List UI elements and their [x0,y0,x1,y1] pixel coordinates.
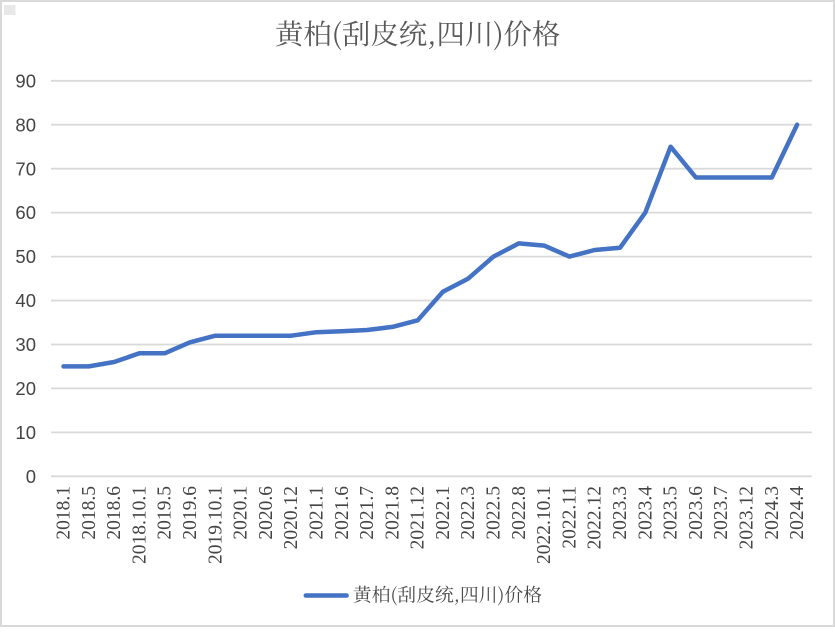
svg-text:2023.4: 2023.4 [635,486,656,540]
svg-text:2023.7: 2023.7 [711,486,732,540]
svg-text:2022.8: 2022.8 [509,486,530,540]
svg-text:40: 40 [15,290,36,311]
svg-text:2021.6: 2021.6 [332,486,353,540]
svg-text:2019.10.1: 2019.10.1 [205,486,226,564]
svg-text:30: 30 [15,334,36,355]
svg-text:2020.12: 2020.12 [281,486,302,549]
svg-text:2022.5: 2022.5 [484,486,505,540]
svg-text:2018.5: 2018.5 [79,486,100,540]
svg-text:2023.6: 2023.6 [686,486,707,540]
svg-text:80: 80 [15,114,36,135]
svg-text:90: 90 [15,70,36,91]
svg-text:2018.10.1: 2018.10.1 [129,486,150,564]
svg-text:70: 70 [15,158,36,179]
svg-text:2023.12: 2023.12 [737,486,758,549]
svg-text:2020.1: 2020.1 [231,486,252,540]
svg-text:2019.5: 2019.5 [155,486,176,540]
svg-text:2021.12: 2021.12 [408,486,429,549]
svg-text:2021.7: 2021.7 [357,486,378,540]
svg-text:2019.6: 2019.6 [180,486,201,540]
svg-text:2023.3: 2023.3 [610,486,631,540]
svg-text:2018.1: 2018.1 [54,486,75,540]
svg-text:2024.4: 2024.4 [787,486,808,540]
svg-text:2022.3: 2022.3 [458,486,479,540]
svg-text:2022.1: 2022.1 [433,486,454,540]
svg-text:2022.11: 2022.11 [559,486,580,549]
svg-text:50: 50 [15,246,36,267]
svg-text:2022.10.1: 2022.10.1 [534,486,555,564]
svg-text:0: 0 [26,466,36,487]
svg-text:2023.5: 2023.5 [661,486,682,540]
svg-text:2024.3: 2024.3 [762,486,783,540]
svg-text:10: 10 [15,422,36,443]
svg-text:20: 20 [15,378,36,399]
svg-text:60: 60 [15,202,36,223]
svg-text:2021.8: 2021.8 [382,486,403,540]
svg-text:2018.6: 2018.6 [104,486,125,540]
svg-text:2021.1: 2021.1 [307,486,328,540]
svg-text:2020.6: 2020.6 [256,486,277,540]
svg-text:2022.12: 2022.12 [585,486,606,549]
